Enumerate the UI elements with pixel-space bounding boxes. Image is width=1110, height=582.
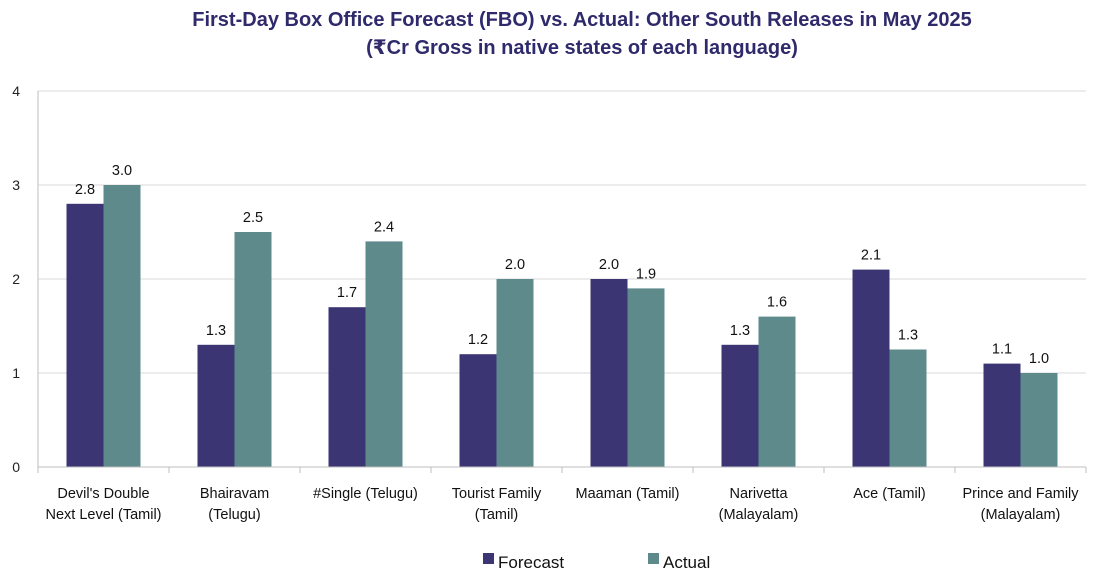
- category-label: Maaman (Tamil): [576, 486, 680, 502]
- data-label-actual: 1.3: [898, 328, 918, 344]
- bar-forecast-5: [721, 344, 759, 467]
- y-tick-label: 4: [12, 83, 20, 99]
- data-labels: 2.8 3.0 1.3 2.5 1.7 2.4 1.2 2.0 2.0 1.9 1.3 1.6 2.1 1…: [75, 163, 1049, 367]
- bar-actual-5: [758, 316, 796, 467]
- data-label-actual: 3.0: [112, 163, 132, 179]
- category-labels: Devil's Double Next Level (Tamil) Bhairava…: [45, 486, 1079, 523]
- category-label: (Malayalam): [719, 507, 799, 523]
- bars: [66, 185, 1058, 468]
- data-label-actual: 1.6: [767, 295, 787, 311]
- data-label-forecast: 1.3: [206, 323, 226, 339]
- category-label: (Malayalam): [981, 507, 1061, 523]
- category-label: Tourist Family: [452, 486, 542, 502]
- category-label: Bhairavam: [200, 486, 269, 502]
- data-label-forecast: 2.8: [75, 182, 95, 198]
- chart-subtitle: (₹Cr Gross in native states of each lang…: [366, 37, 798, 59]
- data-label-forecast: 1.1: [992, 342, 1012, 358]
- legend-label-forecast: Forecast: [498, 553, 564, 572]
- data-label-actual: 2.0: [505, 257, 525, 273]
- data-label-forecast: 2.0: [599, 257, 619, 273]
- bar-actual-2: [365, 241, 403, 467]
- bar-forecast-1: [197, 344, 235, 467]
- legend-swatch-forecast: [483, 553, 494, 564]
- bar-forecast-7: [983, 363, 1021, 467]
- category-label: Next Level (Tamil): [45, 507, 161, 523]
- gridlines: [38, 90, 1086, 374]
- bar-actual-1: [234, 232, 272, 467]
- data-label-actual: 2.4: [374, 219, 394, 235]
- category-label: Devil's Double: [57, 486, 149, 502]
- data-label-actual: 1.9: [636, 266, 656, 282]
- bar-forecast-3: [459, 354, 497, 467]
- bar-actual-4: [627, 288, 665, 467]
- category-label: Prince and Family: [962, 486, 1079, 502]
- axes: [37, 91, 1087, 473]
- y-axis-ticks: 0 1 2 3 4: [12, 83, 20, 475]
- y-tick-label: 0: [12, 459, 20, 475]
- bar-forecast-2: [328, 307, 366, 467]
- bar-forecast-0: [66, 203, 104, 468]
- category-label: #Single (Telugu): [313, 486, 418, 502]
- legend: Forecast Actual: [483, 553, 710, 572]
- bar-forecast-4: [590, 279, 628, 467]
- bar-actual-6: [889, 349, 927, 467]
- legend-label-actual: Actual: [663, 553, 710, 572]
- y-tick-label: 3: [12, 177, 20, 193]
- data-label-actual: 2.5: [243, 210, 263, 226]
- y-tick-label: 1: [12, 365, 20, 381]
- bar-forecast-6: [852, 269, 890, 467]
- data-label-actual: 1.0: [1029, 351, 1049, 367]
- legend-swatch-actual: [648, 553, 659, 564]
- category-label: (Telugu): [208, 507, 260, 523]
- data-label-forecast: 1.3: [730, 323, 750, 339]
- bar-actual-0: [103, 185, 141, 467]
- y-tick-label: 2: [12, 271, 20, 287]
- category-label: Ace (Tamil): [853, 486, 926, 502]
- category-label: (Tamil): [475, 507, 519, 523]
- data-label-forecast: 1.2: [468, 332, 488, 348]
- bar-actual-7: [1020, 373, 1058, 467]
- category-label: Narivetta: [729, 486, 788, 502]
- chart-title: First-Day Box Office Forecast (FBO) vs. …: [192, 9, 971, 31]
- data-label-forecast: 2.1: [861, 248, 881, 264]
- data-label-forecast: 1.7: [337, 285, 357, 301]
- bar-actual-3: [496, 279, 534, 467]
